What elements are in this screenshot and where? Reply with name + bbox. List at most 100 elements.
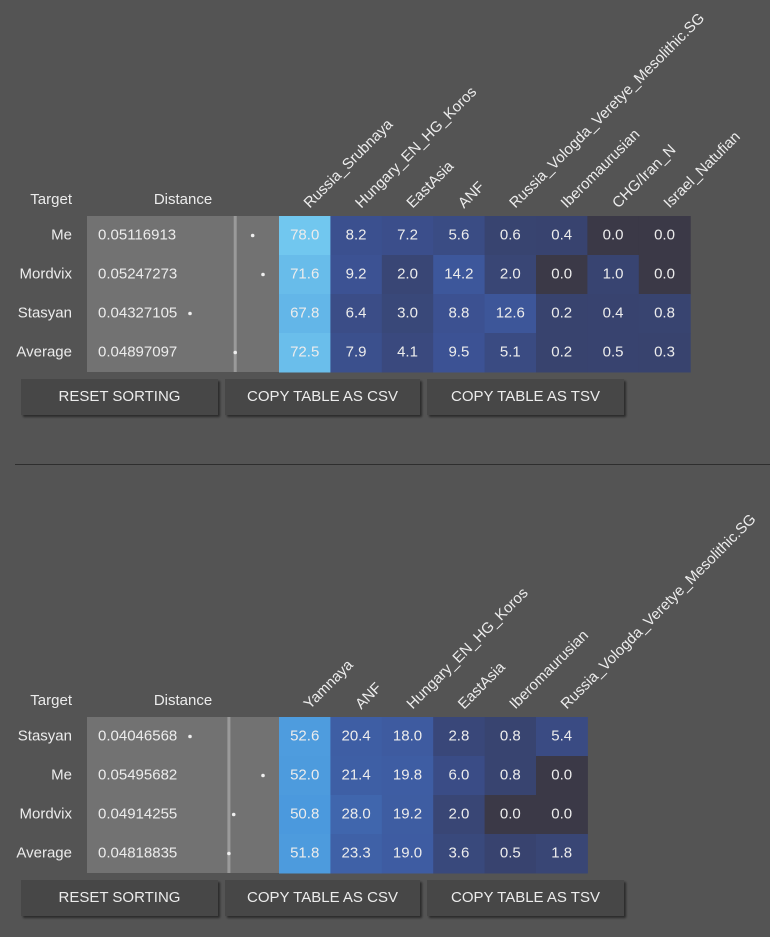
cell-value: 6.4 bbox=[346, 304, 367, 321]
heat-cell bbox=[381, 717, 434, 757]
heat-cell bbox=[381, 294, 434, 334]
heat-cell bbox=[381, 333, 434, 373]
heat-cell bbox=[433, 756, 486, 796]
heat-cell bbox=[536, 294, 588, 334]
heat-cell bbox=[484, 795, 537, 835]
cell-value: 7.9 bbox=[346, 343, 367, 360]
heat-cell bbox=[484, 834, 537, 874]
button-label[interactable]: COPY TABLE AS TSV bbox=[451, 889, 600, 906]
button-label[interactable]: COPY TABLE AS TSV bbox=[451, 388, 600, 405]
distance-value: 0.04327105 bbox=[98, 304, 177, 321]
heat-cell bbox=[279, 216, 331, 256]
cell-value: 28.0 bbox=[341, 805, 370, 822]
cell-value: 21.4 bbox=[341, 766, 370, 783]
column-header[interactable]: Yamnaya bbox=[301, 656, 358, 713]
row-target: Average bbox=[16, 844, 72, 861]
column-header[interactable]: Israel_Natufian bbox=[660, 128, 743, 211]
column-header[interactable]: ANF bbox=[455, 178, 488, 211]
heat-cell bbox=[330, 333, 383, 373]
cell-value: 1.0 bbox=[603, 265, 624, 282]
heat-cell bbox=[587, 333, 640, 373]
cell-value: 23.3 bbox=[341, 844, 370, 861]
cell-value: 20.4 bbox=[341, 727, 370, 744]
heat-cell bbox=[330, 216, 383, 256]
cell-value: 0.2 bbox=[551, 343, 572, 360]
cell-value: 71.6 bbox=[290, 265, 319, 282]
distance-value: 0.05247273 bbox=[98, 265, 177, 282]
heat-cell bbox=[638, 294, 691, 334]
distance-dot bbox=[250, 233, 255, 238]
heat-cell bbox=[433, 834, 486, 874]
distance-value: 0.04897097 bbox=[98, 343, 177, 360]
cell-value: 0.0 bbox=[654, 265, 675, 282]
button-label[interactable]: COPY TABLE AS CSV bbox=[247, 889, 398, 906]
row-target: Mordvix bbox=[19, 805, 72, 822]
heat-cell bbox=[536, 333, 588, 373]
distance-column bbox=[87, 717, 279, 873]
column-header[interactable]: Russia_Srubnaya bbox=[301, 115, 397, 211]
heat-cell bbox=[638, 216, 691, 256]
row-target: Average bbox=[16, 343, 72, 360]
distance-dot bbox=[231, 812, 236, 817]
heat-cell bbox=[587, 294, 640, 334]
heat-cell bbox=[279, 333, 331, 373]
heat-cell bbox=[279, 255, 331, 295]
button-label[interactable]: RESET SORTING bbox=[59, 889, 181, 906]
heat-cell bbox=[536, 717, 588, 757]
button[interactable] bbox=[427, 379, 624, 415]
heat-cell bbox=[279, 717, 331, 757]
distance-value: 0.04046568 bbox=[98, 727, 177, 744]
row-target: Me bbox=[51, 766, 72, 783]
cell-value: 0.0 bbox=[551, 766, 572, 783]
column-header[interactable]: ANF bbox=[352, 679, 385, 712]
cell-value: 0.4 bbox=[551, 226, 572, 243]
button[interactable] bbox=[21, 379, 218, 415]
cell-value: 19.0 bbox=[393, 844, 422, 861]
heat-cell bbox=[330, 834, 383, 874]
heat-cell bbox=[484, 756, 537, 796]
heat-cell bbox=[279, 834, 331, 874]
cell-value: 14.2 bbox=[444, 265, 473, 282]
distance-column bbox=[87, 216, 279, 372]
column-header[interactable]: EastAsia bbox=[403, 157, 457, 211]
heat-cell bbox=[484, 255, 537, 295]
cell-value: 8.2 bbox=[346, 226, 367, 243]
heat-cell bbox=[330, 717, 383, 757]
button-label[interactable]: COPY TABLE AS CSV bbox=[247, 388, 398, 405]
cell-value: 3.6 bbox=[448, 844, 469, 861]
distance-value: 0.04914255 bbox=[98, 805, 177, 822]
heat-cell bbox=[330, 756, 383, 796]
heat-cell bbox=[484, 333, 537, 373]
header-target: Target bbox=[30, 191, 73, 208]
cell-value: 0.0 bbox=[603, 226, 624, 243]
distance-dot bbox=[188, 311, 192, 316]
column-header[interactable]: EastAsia bbox=[455, 658, 509, 712]
button[interactable] bbox=[21, 880, 218, 916]
cell-value: 5.6 bbox=[448, 226, 469, 243]
heat-cell bbox=[381, 216, 434, 256]
button[interactable] bbox=[225, 880, 420, 916]
distance-dot bbox=[261, 272, 265, 277]
cell-value: 5.1 bbox=[500, 343, 521, 360]
row-target: Stasyan bbox=[18, 304, 72, 321]
heat-cell bbox=[279, 294, 331, 334]
cell-value: 0.0 bbox=[551, 805, 572, 822]
row-target: Mordvix bbox=[19, 265, 72, 282]
cell-value: 78.0 bbox=[290, 226, 319, 243]
cell-value: 52.0 bbox=[290, 766, 319, 783]
column-header[interactable]: Russia_Vologda_Veretye_Mesolithic.SG bbox=[558, 511, 760, 713]
cell-value: 8.8 bbox=[448, 304, 469, 321]
heat-cell bbox=[484, 216, 537, 256]
button[interactable] bbox=[225, 379, 420, 415]
cell-value: 9.5 bbox=[448, 343, 469, 360]
button-label[interactable]: RESET SORTING bbox=[59, 388, 181, 405]
heat-cell bbox=[279, 756, 331, 796]
cell-value: 3.0 bbox=[397, 304, 418, 321]
heat-cell bbox=[484, 717, 537, 757]
button[interactable] bbox=[427, 880, 624, 916]
heat-cell bbox=[638, 333, 691, 373]
heat-cell bbox=[433, 717, 486, 757]
distance-dot bbox=[188, 734, 192, 739]
cell-value: 0.0 bbox=[500, 805, 521, 822]
